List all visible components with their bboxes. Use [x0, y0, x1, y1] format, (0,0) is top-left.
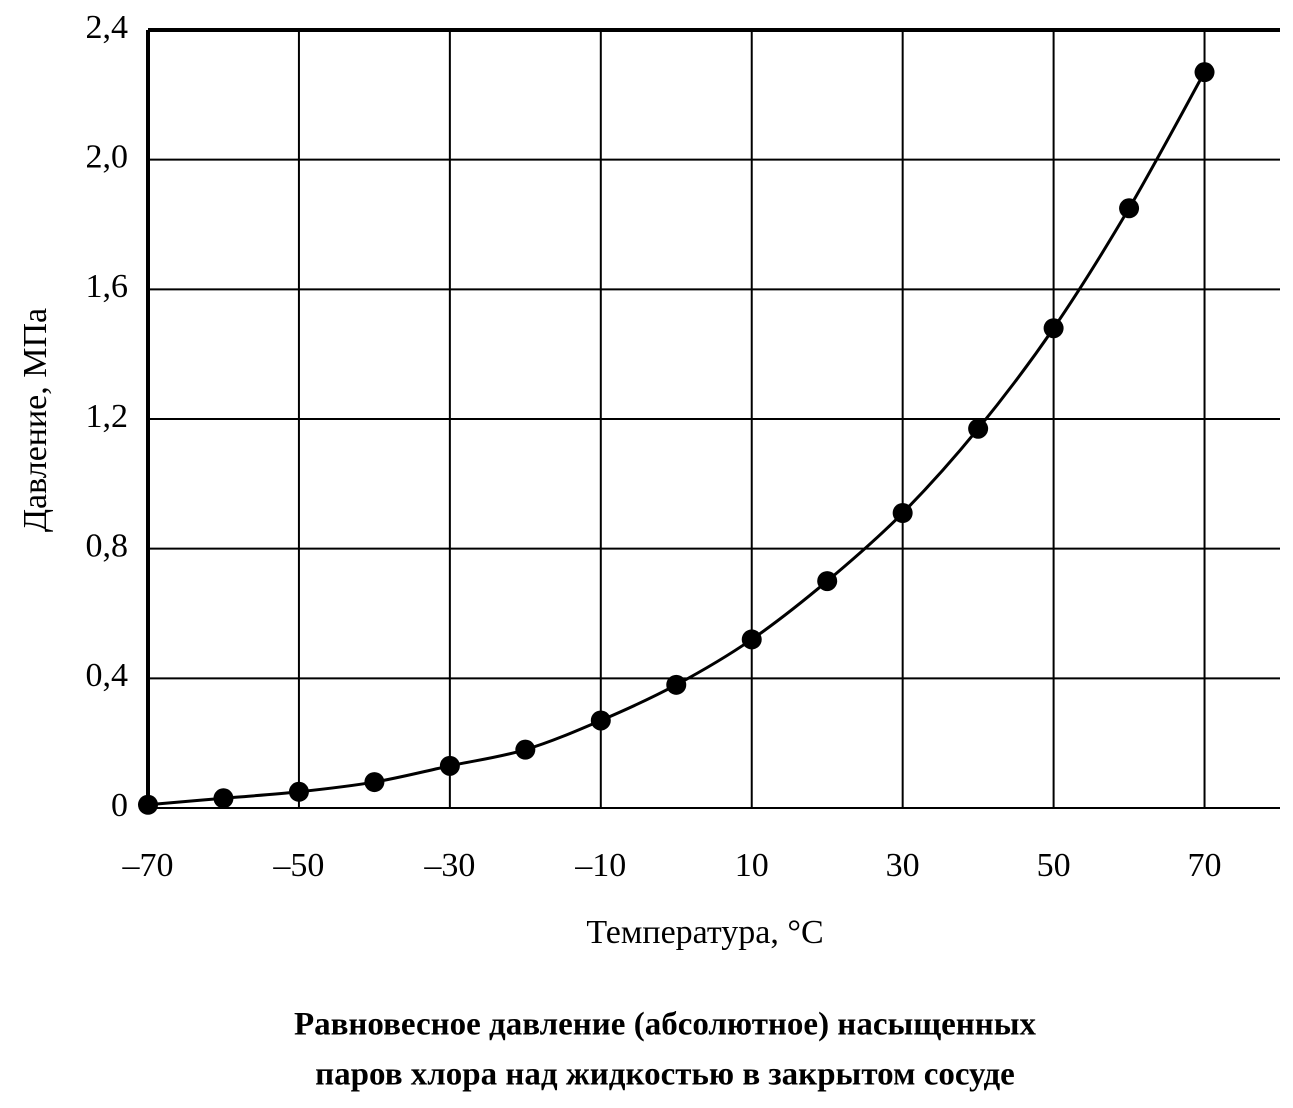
- data-point: [741, 629, 762, 650]
- x-tick-label: 30: [886, 847, 920, 884]
- data-point: [590, 710, 611, 731]
- y-tick-label: 1,2: [86, 398, 129, 435]
- data-point: [666, 674, 687, 695]
- chart-title: паров хлора над жидкостью в закрытом сос…: [315, 1057, 1015, 1093]
- y-tick-label: 2,0: [86, 138, 129, 175]
- y-tick-label: 0: [111, 787, 128, 824]
- y-axis-label: Давление, МПа: [17, 308, 54, 532]
- data-point: [138, 794, 158, 815]
- curve: [147, 71, 1206, 807]
- data-point: [1194, 62, 1215, 83]
- data-point: [892, 503, 913, 524]
- x-tick-label: –70: [122, 847, 174, 884]
- y-tick-label: 2,4: [86, 9, 129, 46]
- data-point: [817, 571, 838, 592]
- chart-title: Равновесное давление (абсолютное) насыще…: [294, 1007, 1037, 1043]
- y-tick-label: 0,4: [86, 657, 129, 694]
- data-point: [213, 788, 234, 809]
- x-tick-label: 70: [1188, 847, 1222, 884]
- x-tick-label: –10: [574, 847, 626, 884]
- data-point: [968, 418, 989, 439]
- data-point: [288, 781, 309, 802]
- data-point: [364, 772, 385, 793]
- y-tick-label: 1,6: [86, 268, 129, 305]
- y-tick-label: 0,8: [86, 527, 129, 564]
- x-tick-label: 50: [1037, 847, 1071, 884]
- x-tick-label: 10: [735, 847, 769, 884]
- x-axis-label: Температура, °С: [586, 914, 823, 951]
- data-point: [1043, 318, 1064, 339]
- data-point: [439, 755, 460, 776]
- x-tick-label: –30: [423, 847, 475, 884]
- x-tick-label: –50: [272, 847, 324, 884]
- data-point: [515, 739, 536, 760]
- data-point: [1119, 198, 1140, 219]
